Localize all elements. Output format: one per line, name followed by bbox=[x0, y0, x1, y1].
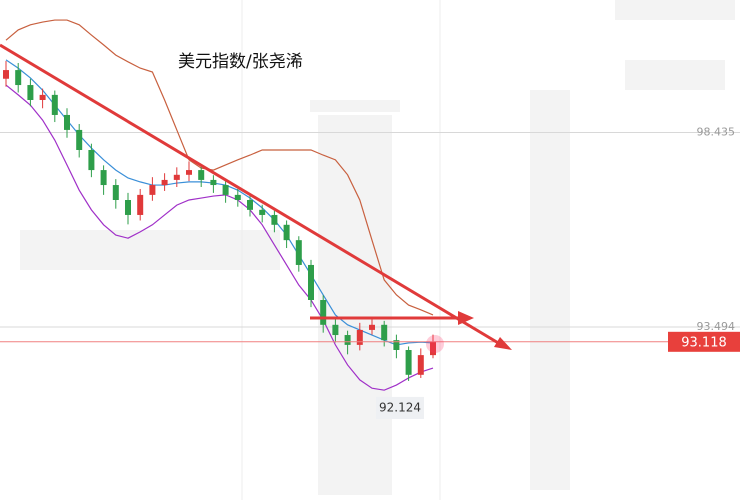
candle-body bbox=[161, 179, 168, 186]
candle-body bbox=[417, 355, 424, 375]
candle-body bbox=[259, 209, 266, 215]
candle-body bbox=[381, 324, 388, 341]
candle-body bbox=[393, 340, 400, 350]
last-price-glow bbox=[426, 335, 444, 353]
candle-body bbox=[283, 224, 290, 241]
candle-body bbox=[247, 200, 253, 210]
candle-body bbox=[210, 179, 217, 186]
low-label-box bbox=[376, 396, 424, 419]
candle-body bbox=[149, 185, 156, 195]
chart-title: 美元指数/张尧浠 bbox=[178, 52, 303, 72]
y-tick-label: 98.435 bbox=[697, 125, 736, 138]
candle-body bbox=[356, 329, 363, 345]
last-price-label: 93.118 bbox=[681, 335, 727, 350]
candle-body bbox=[112, 185, 119, 200]
candle-body bbox=[51, 94, 58, 115]
candle-body bbox=[125, 200, 131, 215]
candle-body bbox=[295, 240, 302, 265]
band-line bbox=[5, 84, 434, 391]
band-line bbox=[5, 19, 434, 316]
candle-body bbox=[430, 341, 436, 356]
candle-body bbox=[186, 170, 192, 175]
candle-body bbox=[234, 194, 241, 200]
candle-body bbox=[332, 324, 339, 336]
candle-body bbox=[39, 94, 46, 100]
candle-body bbox=[137, 194, 144, 215]
candle-body bbox=[222, 185, 229, 195]
trend-annotations bbox=[0, 43, 512, 350]
candle-body bbox=[100, 170, 107, 186]
candle-body bbox=[369, 324, 375, 330]
last-price-tag bbox=[668, 331, 740, 352]
candle-body bbox=[15, 70, 22, 86]
candle-body bbox=[198, 170, 205, 180]
candle-body bbox=[64, 114, 70, 130]
candle-body bbox=[405, 350, 412, 375]
candle-body bbox=[27, 85, 34, 100]
candle-body bbox=[88, 150, 95, 171]
candle-body bbox=[3, 70, 9, 79]
candle-body bbox=[271, 214, 278, 225]
candle-body bbox=[173, 174, 180, 180]
candle-body bbox=[320, 300, 327, 325]
watermark bbox=[20, 0, 735, 500]
low-label: 92.124 bbox=[379, 400, 421, 414]
candle-body bbox=[76, 129, 83, 150]
candle-body bbox=[308, 264, 314, 300]
candle-body bbox=[344, 335, 351, 345]
y-tick-label: 93.494 bbox=[697, 320, 736, 333]
